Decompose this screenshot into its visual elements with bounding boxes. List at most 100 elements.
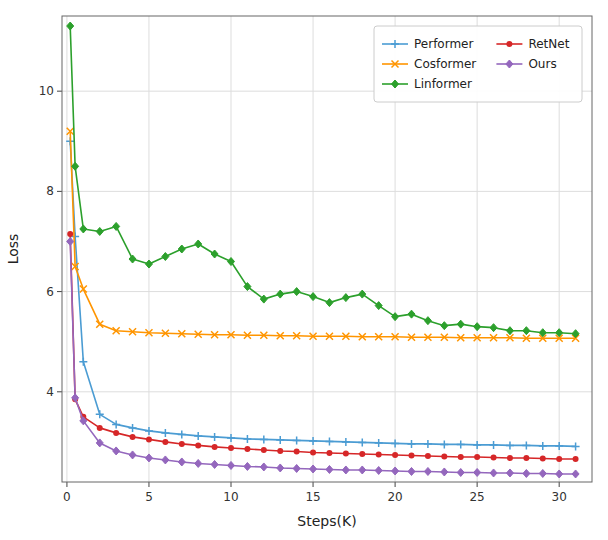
- data-point: [310, 465, 317, 473]
- x-grid-line: [313, 16, 314, 482]
- data-point: [359, 466, 366, 474]
- series-line: [70, 131, 575, 338]
- data-point: [540, 455, 546, 461]
- data-point: [424, 317, 431, 325]
- data-point: [490, 324, 497, 332]
- data-point: [539, 329, 546, 337]
- data-point: [342, 333, 349, 340]
- legend-swatch-marker: [506, 60, 513, 68]
- data-point: [67, 128, 74, 135]
- x-tick: [231, 482, 232, 487]
- data-point: [506, 441, 514, 449]
- x-grid-line: [231, 16, 232, 482]
- data-point: [162, 253, 169, 261]
- x-tick-label: 25: [469, 490, 484, 504]
- data-point: [195, 240, 202, 248]
- y-tick-label: 10: [39, 84, 54, 98]
- data-point: [342, 438, 350, 446]
- legend-label: Ours: [528, 57, 556, 71]
- data-point: [408, 334, 415, 341]
- data-point: [523, 455, 529, 461]
- x-grid-line: [66, 16, 67, 482]
- data-point: [523, 335, 530, 342]
- data-point: [211, 250, 218, 258]
- data-point: [96, 227, 103, 235]
- x-tick-label: 10: [223, 490, 238, 504]
- data-point: [424, 334, 431, 341]
- legend-item: Ours: [496, 57, 556, 71]
- y-axis-label: Loss: [5, 234, 21, 265]
- data-point: [441, 468, 448, 476]
- legend-swatch-marker: [392, 80, 399, 88]
- data-point: [195, 331, 202, 338]
- data-point: [293, 288, 300, 296]
- legend-item: RetNet: [496, 37, 569, 51]
- data-point: [326, 299, 333, 307]
- data-point: [310, 449, 316, 455]
- data-point: [277, 290, 284, 298]
- legend: Performer Cosformer Linformer RetNet Ours: [374, 26, 582, 102]
- data-point: [129, 255, 136, 263]
- data-point: [359, 451, 365, 457]
- data-point: [293, 332, 300, 339]
- data-point: [72, 162, 79, 170]
- x-tick-label: 15: [305, 490, 320, 504]
- plot-frame: [62, 16, 592, 482]
- data-point: [539, 442, 547, 450]
- data-point: [457, 320, 464, 328]
- data-point: [474, 323, 481, 331]
- data-point: [458, 454, 464, 460]
- data-point: [474, 468, 481, 476]
- data-point: [260, 463, 267, 471]
- legend-label: Performer: [414, 37, 473, 51]
- data-point: [129, 451, 136, 459]
- data-point: [228, 331, 235, 338]
- y-tick: [57, 91, 62, 92]
- data-point: [260, 295, 267, 303]
- data-point: [408, 467, 415, 475]
- data-point: [474, 454, 480, 460]
- data-point: [441, 453, 447, 459]
- series: [67, 231, 578, 462]
- data-point: [375, 302, 382, 310]
- data-point: [490, 334, 497, 341]
- series-line: [70, 241, 575, 474]
- data-point: [441, 322, 448, 330]
- data-point: [391, 439, 399, 447]
- data-point: [244, 446, 250, 452]
- data-point: [80, 417, 87, 425]
- data-point: [409, 452, 415, 458]
- legend-item: Linformer: [382, 77, 472, 91]
- data-point: [572, 470, 579, 478]
- data-point: [72, 263, 79, 270]
- data-point: [178, 430, 186, 438]
- data-point: [474, 334, 481, 341]
- legend-label: Cosformer: [414, 57, 476, 71]
- data-point: [310, 293, 317, 301]
- legend-item: Cosformer: [382, 57, 476, 71]
- data-point: [67, 22, 74, 30]
- data-point: [440, 440, 448, 448]
- data-point: [457, 468, 464, 476]
- data-point: [211, 331, 218, 338]
- data-point: [408, 310, 415, 318]
- y-tick: [57, 191, 62, 192]
- x-tick: [559, 482, 560, 487]
- y-grid-line: [62, 191, 592, 192]
- data-point: [211, 460, 218, 468]
- data-point: [162, 456, 169, 464]
- grid: [62, 16, 592, 482]
- data-point: [178, 458, 185, 466]
- data-point: [277, 464, 284, 472]
- data-point: [457, 334, 464, 341]
- chart-container: 46810051015202530Steps(K)LossPerformerCo…: [0, 0, 608, 540]
- data-point: [277, 332, 284, 339]
- y-tick: [57, 391, 62, 392]
- data-point: [80, 286, 87, 293]
- data-point: [161, 429, 169, 437]
- data-point: [179, 441, 185, 447]
- data-point: [507, 455, 513, 461]
- x-tick: [395, 482, 396, 487]
- x-tick-label: 30: [552, 490, 567, 504]
- series: [67, 237, 579, 477]
